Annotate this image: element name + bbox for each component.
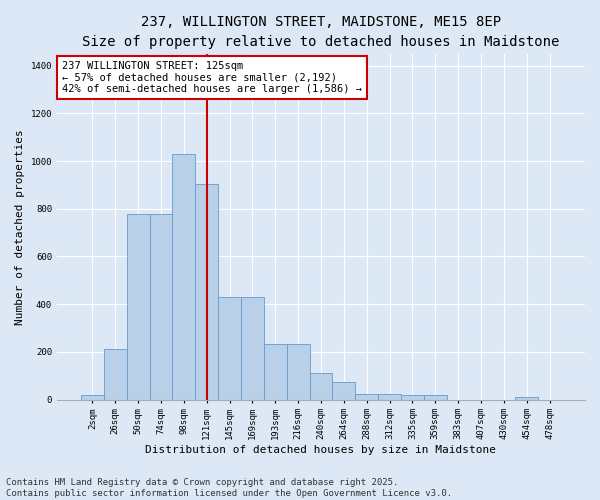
Bar	[424, 395, 446, 400]
Bar	[264, 344, 287, 400]
Bar	[81, 395, 104, 400]
Text: 237 WILLINGTON STREET: 125sqm
← 57% of detached houses are smaller (2,192)
42% o: 237 WILLINGTON STREET: 125sqm ← 57% of d…	[62, 60, 362, 94]
Bar	[310, 374, 332, 400]
Bar	[172, 154, 195, 400]
Bar	[104, 350, 127, 400]
Title: 237, WILLINGTON STREET, MAIDSTONE, ME15 8EP
Size of property relative to detache: 237, WILLINGTON STREET, MAIDSTONE, ME15 …	[82, 15, 560, 48]
Bar	[127, 214, 149, 400]
Bar	[401, 395, 424, 400]
Bar	[218, 297, 241, 400]
Bar	[241, 297, 264, 400]
Bar	[195, 184, 218, 400]
Bar	[355, 394, 378, 400]
Y-axis label: Number of detached properties: Number of detached properties	[15, 129, 25, 324]
Bar	[149, 214, 172, 400]
X-axis label: Distribution of detached houses by size in Maidstone: Distribution of detached houses by size …	[145, 445, 496, 455]
Text: Contains HM Land Registry data © Crown copyright and database right 2025.
Contai: Contains HM Land Registry data © Crown c…	[6, 478, 452, 498]
Bar	[515, 397, 538, 400]
Bar	[378, 394, 401, 400]
Bar	[287, 344, 310, 400]
Bar	[332, 382, 355, 400]
